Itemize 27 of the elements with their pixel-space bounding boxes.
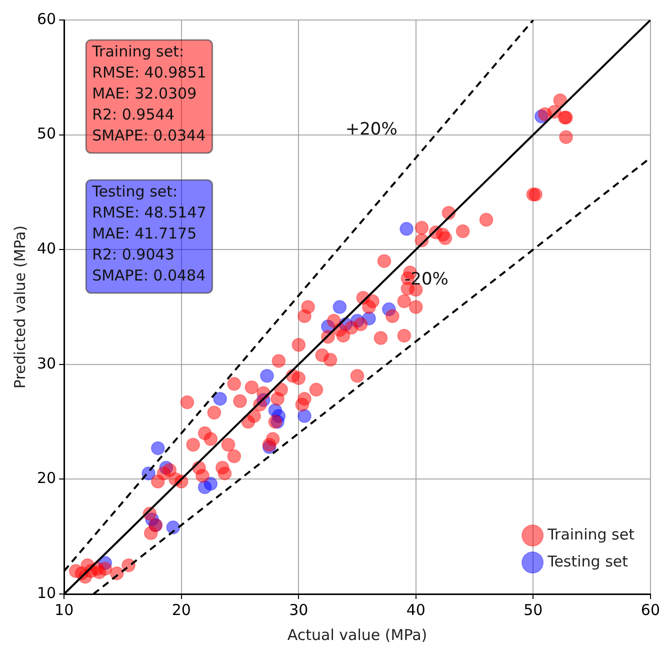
annotation: Training set: RMSE: 40.9851 MAE: 32.0309 R2: 0.9544 SMAPE: 0.0344	[91, 42, 206, 144]
y-tick-label: 10	[36, 584, 56, 602]
x-tick-label: 30	[289, 600, 308, 619]
x-tick-label: 20	[172, 600, 191, 619]
point	[213, 392, 228, 406]
x-tick-label: 50	[524, 600, 543, 619]
y-axis-title: Predicted value (MPa)	[10, 225, 29, 389]
point	[204, 476, 218, 491]
annotation: Testing set: RMSE: 48.5147 MAE: 41.7175 R2: 0.9043 SMAPE: 0.0484	[91, 182, 206, 284]
x-tick-label: 10	[54, 600, 74, 619]
y-tick-label: 50	[36, 124, 56, 143]
y-tick-label: 30	[36, 354, 56, 372]
point	[260, 368, 274, 383]
point	[400, 222, 414, 236]
point	[166, 520, 180, 534]
legend-label: Testing set	[546, 552, 628, 570]
x-tick-label: 40	[406, 600, 426, 619]
y-tick-label: 40	[36, 239, 56, 258]
annotation: +20%	[345, 120, 398, 140]
y-tick-label: 60	[36, 10, 56, 28]
point	[150, 441, 165, 456]
point	[332, 300, 347, 314]
x-tick-label: 60	[640, 600, 660, 619]
point	[298, 409, 312, 424]
legend-label: Training set	[546, 525, 635, 544]
x-axis-title: Actual value (MPa)	[287, 626, 428, 644]
y-tick-label: 20	[36, 469, 56, 488]
